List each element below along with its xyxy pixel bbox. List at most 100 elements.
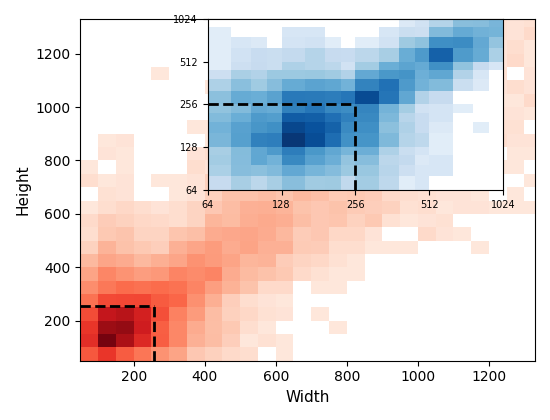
Bar xyxy=(418,174,436,187)
Bar xyxy=(116,200,134,214)
Bar xyxy=(382,14,400,27)
Bar xyxy=(346,214,365,227)
Bar xyxy=(346,187,365,200)
Bar xyxy=(418,80,436,94)
Bar xyxy=(116,227,134,241)
Bar xyxy=(151,174,169,187)
Bar xyxy=(524,147,542,160)
Bar xyxy=(240,80,258,94)
Bar xyxy=(453,147,471,160)
Bar xyxy=(418,200,436,214)
Bar xyxy=(365,134,382,147)
Bar xyxy=(116,294,134,307)
Bar xyxy=(187,174,205,187)
Bar xyxy=(436,80,453,94)
Bar xyxy=(346,27,365,40)
Bar xyxy=(329,27,346,40)
Bar xyxy=(205,281,222,294)
Bar xyxy=(116,281,134,294)
Bar xyxy=(311,227,329,241)
Bar xyxy=(346,54,365,67)
Bar xyxy=(240,267,258,281)
Bar xyxy=(471,67,489,80)
Bar xyxy=(187,160,205,174)
Bar xyxy=(524,80,542,94)
Bar xyxy=(276,254,294,267)
Bar xyxy=(471,134,489,147)
Bar xyxy=(453,174,471,187)
Bar xyxy=(453,67,471,80)
Bar xyxy=(365,94,382,107)
Bar xyxy=(471,160,489,174)
Bar xyxy=(276,347,294,361)
Y-axis label: Height: Height xyxy=(15,165,30,215)
Bar xyxy=(134,321,151,334)
Bar xyxy=(329,121,346,134)
Bar xyxy=(240,174,258,187)
Bar xyxy=(276,94,294,107)
Bar xyxy=(436,214,453,227)
Bar xyxy=(276,107,294,121)
Bar xyxy=(453,40,471,54)
Bar xyxy=(400,121,418,134)
Bar xyxy=(346,14,365,27)
Bar xyxy=(346,107,365,121)
Bar xyxy=(382,80,400,94)
Bar xyxy=(294,187,311,200)
Bar xyxy=(489,134,507,147)
Bar xyxy=(222,134,240,147)
Bar xyxy=(134,200,151,214)
Bar xyxy=(346,40,365,54)
Bar xyxy=(98,267,116,281)
Bar xyxy=(151,214,169,227)
Bar xyxy=(187,241,205,254)
Bar xyxy=(400,187,418,200)
Bar xyxy=(400,40,418,54)
Bar xyxy=(80,347,98,361)
Bar xyxy=(98,241,116,254)
Bar xyxy=(311,187,329,200)
Bar xyxy=(98,214,116,227)
Bar xyxy=(311,307,329,321)
Bar xyxy=(311,174,329,187)
Bar xyxy=(489,67,507,80)
Bar xyxy=(276,174,294,187)
Bar xyxy=(151,281,169,294)
Bar xyxy=(382,121,400,134)
Bar xyxy=(346,200,365,214)
Bar xyxy=(346,67,365,80)
Bar xyxy=(453,187,471,200)
Bar xyxy=(418,214,436,227)
Bar xyxy=(187,307,205,321)
Bar xyxy=(134,307,151,321)
Bar xyxy=(346,134,365,147)
Bar xyxy=(116,241,134,254)
Bar xyxy=(169,347,187,361)
Bar xyxy=(436,54,453,67)
Bar xyxy=(489,160,507,174)
Bar xyxy=(489,94,507,107)
Bar xyxy=(205,80,222,94)
Bar xyxy=(524,54,542,67)
Bar xyxy=(365,147,382,160)
Bar xyxy=(80,307,98,321)
Bar xyxy=(311,200,329,214)
Bar xyxy=(258,80,276,94)
Bar xyxy=(240,147,258,160)
Bar xyxy=(222,334,240,347)
Bar xyxy=(276,334,294,347)
Bar xyxy=(276,281,294,294)
Bar xyxy=(489,107,507,121)
Bar xyxy=(346,94,365,107)
Bar xyxy=(98,307,116,321)
Bar xyxy=(240,254,258,267)
Bar xyxy=(222,200,240,214)
Bar xyxy=(507,94,524,107)
Bar xyxy=(365,241,382,254)
Bar xyxy=(311,40,329,54)
Bar xyxy=(294,174,311,187)
Bar xyxy=(365,40,382,54)
Bar xyxy=(365,80,382,94)
Bar xyxy=(436,187,453,200)
Bar xyxy=(116,321,134,334)
